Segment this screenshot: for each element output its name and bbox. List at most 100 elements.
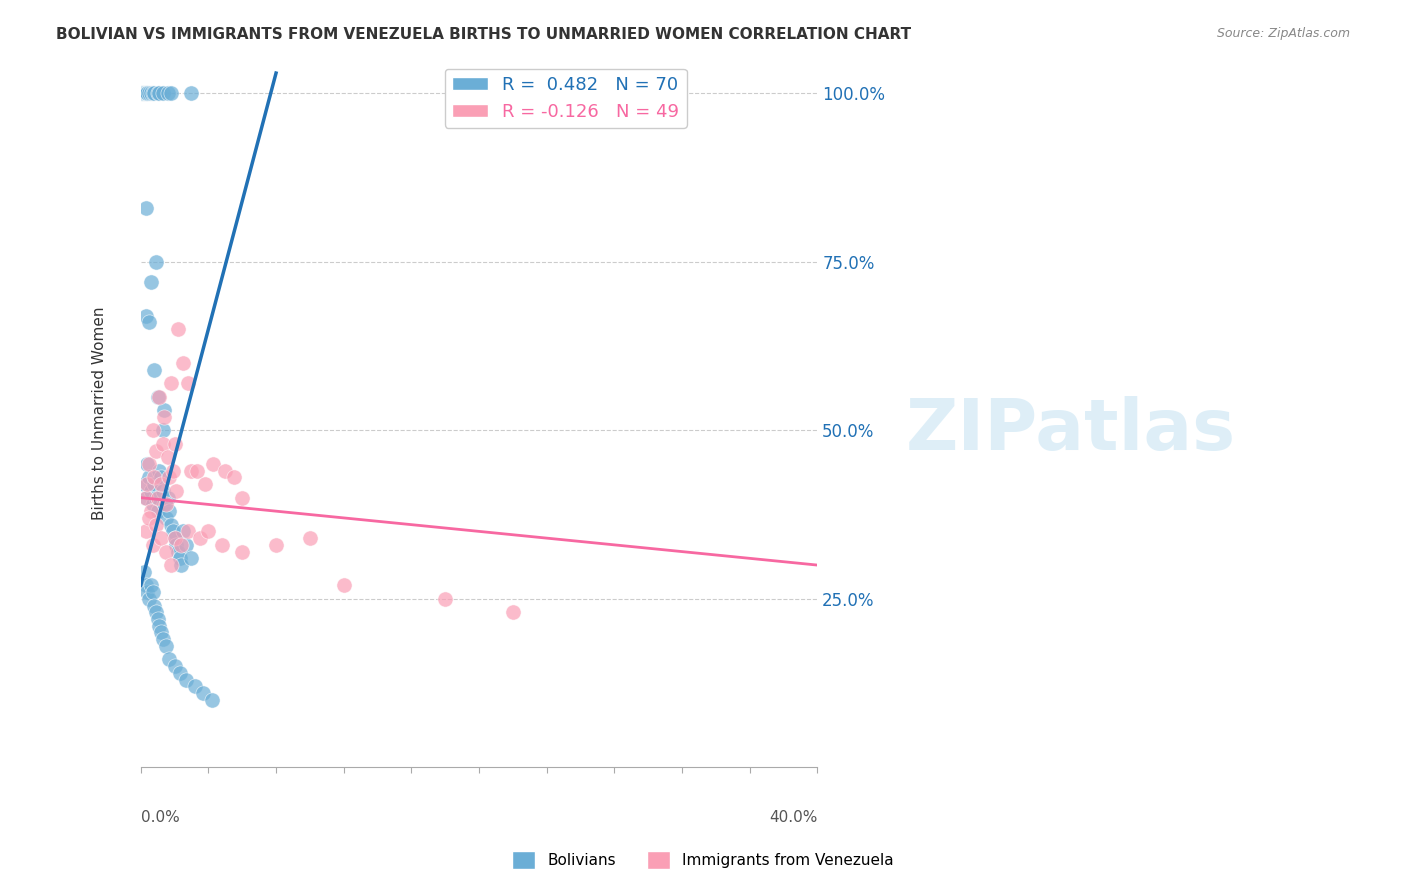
Point	[145, 254, 167, 268]
Point	[135, 524, 157, 539]
Point	[150, 477, 173, 491]
Point	[138, 470, 160, 484]
Point	[193, 686, 215, 700]
Point	[139, 578, 162, 592]
Point	[156, 491, 179, 505]
Point	[188, 531, 211, 545]
Point	[231, 491, 253, 505]
Point	[155, 497, 177, 511]
Point	[136, 457, 159, 471]
Point	[136, 87, 159, 101]
Point	[155, 511, 177, 525]
Point	[160, 87, 183, 101]
Point	[150, 625, 173, 640]
Point	[150, 470, 173, 484]
Point	[135, 491, 157, 505]
Point	[201, 693, 224, 707]
Point	[332, 578, 354, 592]
Point	[135, 578, 157, 592]
Point	[139, 275, 162, 289]
Point	[214, 464, 236, 478]
Point	[163, 531, 186, 545]
Point	[160, 517, 183, 532]
Point	[434, 591, 457, 606]
Point	[159, 470, 181, 484]
Point	[163, 531, 186, 545]
Point	[197, 524, 219, 539]
Point	[145, 605, 167, 619]
Point	[146, 504, 169, 518]
Point	[143, 362, 166, 376]
Point	[298, 531, 321, 545]
Point	[139, 87, 162, 101]
Point	[150, 531, 173, 545]
Point	[155, 544, 177, 558]
Point	[170, 538, 193, 552]
Point	[135, 491, 157, 505]
Point	[132, 477, 155, 491]
Point	[132, 87, 155, 101]
Point	[142, 87, 165, 101]
Point	[139, 483, 162, 498]
Point	[135, 201, 157, 215]
Text: Source: ZipAtlas.com: Source: ZipAtlas.com	[1216, 27, 1350, 40]
Point	[162, 464, 184, 478]
Point	[136, 87, 159, 101]
Point	[502, 605, 524, 619]
Point	[135, 309, 157, 323]
Point	[152, 436, 174, 450]
Point	[180, 464, 202, 478]
Legend: R =  0.482   N = 70, R = -0.126   N = 49: R = 0.482 N = 70, R = -0.126 N = 49	[444, 69, 686, 128]
Point	[152, 632, 174, 647]
Point	[169, 665, 191, 680]
Point	[155, 639, 177, 653]
Point	[131, 87, 153, 101]
Point	[163, 436, 186, 450]
Point	[143, 470, 166, 484]
Point	[142, 538, 165, 552]
Point	[211, 538, 233, 552]
Point	[177, 524, 200, 539]
Point	[146, 491, 169, 505]
Point	[139, 504, 162, 518]
Point	[138, 315, 160, 329]
Point	[138, 87, 160, 101]
Point	[176, 673, 198, 687]
Point	[165, 483, 187, 498]
Point	[138, 511, 160, 525]
Point	[142, 497, 165, 511]
Point	[222, 470, 245, 484]
Point	[264, 538, 287, 552]
Point	[153, 403, 176, 417]
Point	[146, 612, 169, 626]
Point	[148, 618, 170, 632]
Point	[136, 477, 159, 491]
Point	[146, 390, 169, 404]
Point	[159, 504, 181, 518]
Point	[184, 679, 207, 693]
Point	[152, 423, 174, 437]
Point	[180, 87, 202, 101]
Point	[162, 524, 184, 539]
Point	[131, 87, 153, 101]
Point	[145, 517, 167, 532]
Point	[138, 457, 160, 471]
Point	[172, 356, 194, 370]
Point	[152, 483, 174, 498]
Point	[172, 524, 194, 539]
Point	[145, 491, 167, 505]
Point	[167, 322, 190, 336]
Y-axis label: Births to Unmarried Women: Births to Unmarried Women	[91, 307, 107, 520]
Point	[142, 585, 165, 599]
Point	[131, 87, 153, 101]
Point	[163, 659, 186, 673]
Point	[153, 409, 176, 424]
Point	[132, 87, 155, 101]
Point	[156, 87, 179, 101]
Point	[148, 390, 170, 404]
Point	[152, 87, 174, 101]
Point	[143, 87, 166, 101]
Point	[153, 497, 176, 511]
Point	[148, 464, 170, 478]
Point	[194, 477, 217, 491]
